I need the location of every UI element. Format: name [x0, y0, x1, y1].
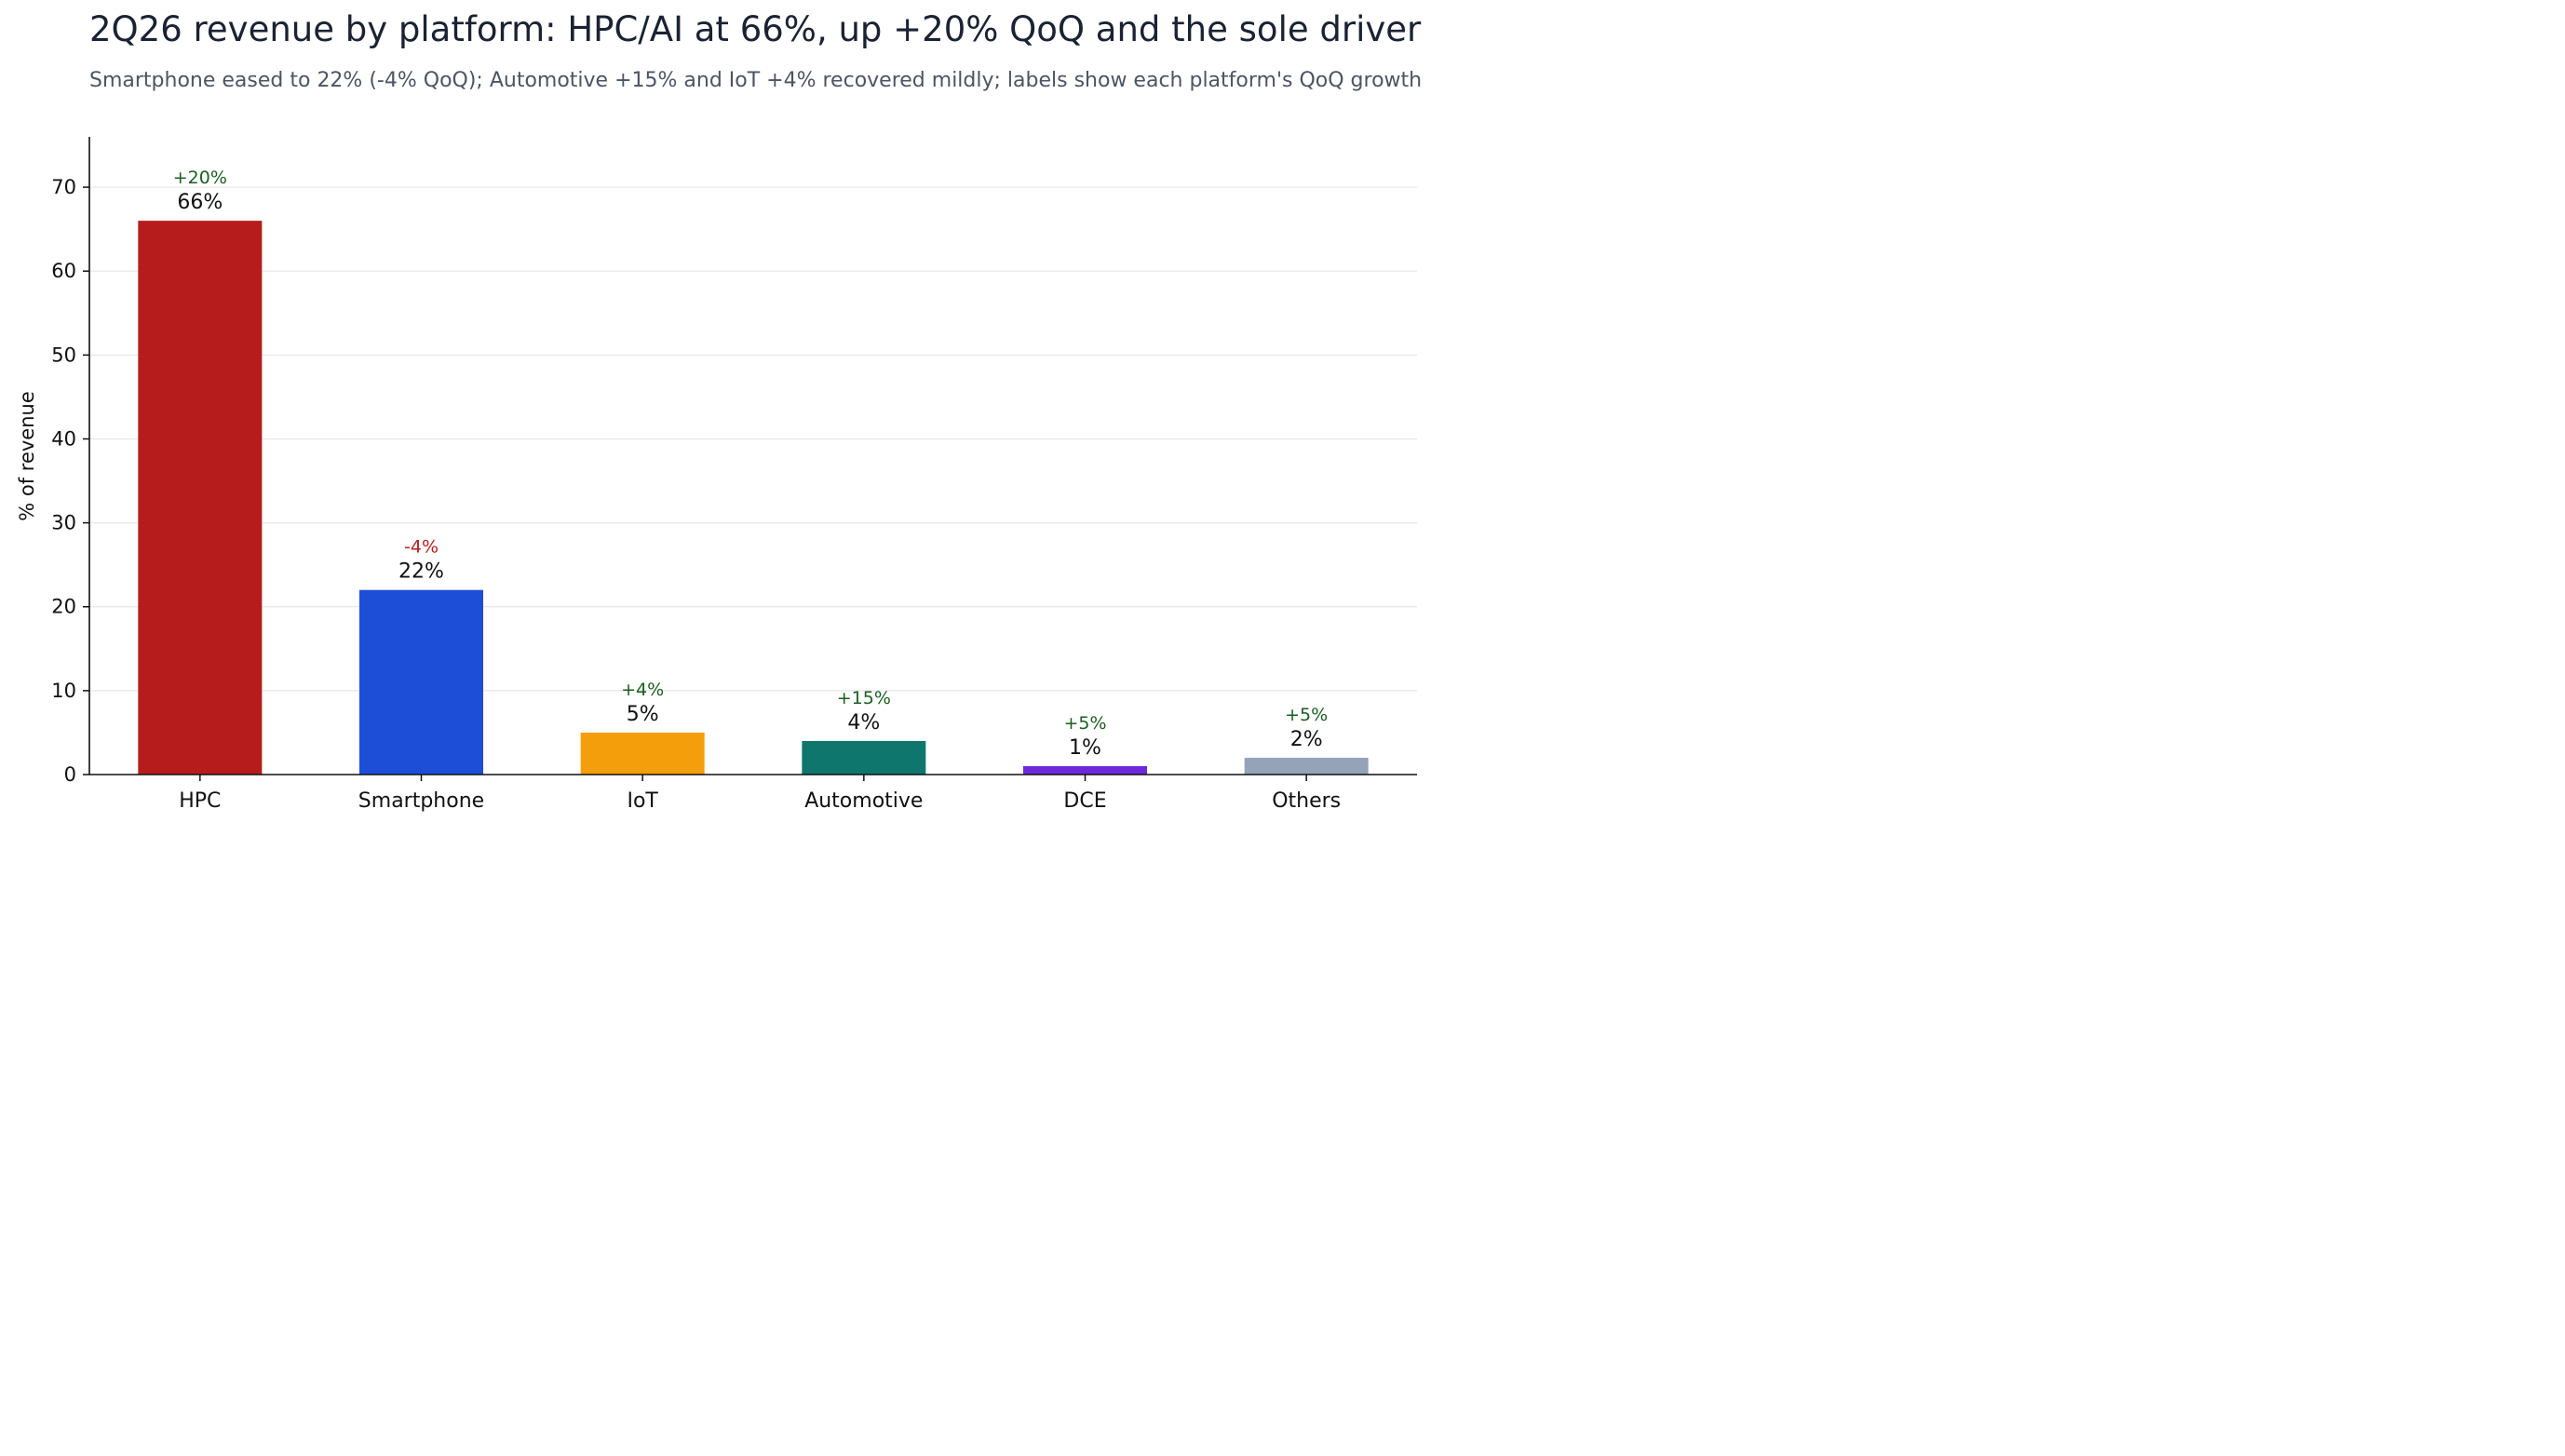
chart-subtitle: Smartphone eased to 22% (-4% QoQ); Autom…: [89, 69, 1423, 92]
gridlines: [89, 186, 1417, 692]
y-tick-label: 70: [51, 176, 76, 198]
qoq-label: +15%: [837, 688, 891, 708]
x-tick-label: Automotive: [804, 789, 923, 813]
bar-labels: 66%+20%22%-4%5%+4%4%+15%1%+5%2%+5%: [173, 168, 1328, 760]
x-tick-label: Others: [1272, 789, 1341, 813]
chart-title: 2Q26 revenue by platform: HPC/AI at 66%,…: [89, 9, 1422, 49]
bar: [1023, 765, 1147, 775]
axes: 0 10 20 30 40 50 60 70 HPC Smartphone IoT Automotiv…: [51, 137, 1417, 813]
value-label: 1%: [1069, 736, 1101, 760]
bar: [802, 740, 926, 775]
x-tick-label: IoT: [627, 789, 658, 813]
bar-chart: 66%+20%22%-4%5%+4%4%+15%1%+5%2%+5% 01020…: [16, 137, 1417, 813]
value-label: 4%: [847, 711, 880, 735]
x-tick-label: DCE: [1063, 789, 1106, 813]
y-tick-label: 60: [51, 260, 76, 282]
x-tick-label: Smartphone: [358, 789, 484, 813]
qoq-label: +4%: [621, 680, 664, 700]
y-axis-title: % of revenue: [16, 391, 38, 521]
y-tick-label: 0: [64, 763, 76, 786]
qoq-label: +5%: [1063, 713, 1106, 734]
qoq-label: -4%: [404, 537, 439, 558]
qoq-label: +5%: [1285, 705, 1328, 725]
x-tick-label: HPC: [179, 789, 221, 813]
y-tick-label: 30: [51, 512, 76, 534]
bar: [138, 221, 263, 775]
y-tick-label: 40: [51, 427, 76, 450]
qoq-label: +20%: [173, 168, 227, 188]
y-tick-label: 20: [51, 596, 76, 618]
value-label: 22%: [398, 560, 444, 584]
bars: [138, 221, 1369, 775]
y-tick-label: 50: [51, 344, 76, 366]
bar: [580, 732, 705, 775]
y-tick-label: 10: [51, 680, 76, 702]
bar: [1244, 757, 1369, 775]
value-label: 5%: [627, 703, 659, 726]
bar: [359, 589, 483, 775]
value-label: 66%: [177, 191, 223, 214]
value-label: 2%: [1290, 728, 1323, 751]
